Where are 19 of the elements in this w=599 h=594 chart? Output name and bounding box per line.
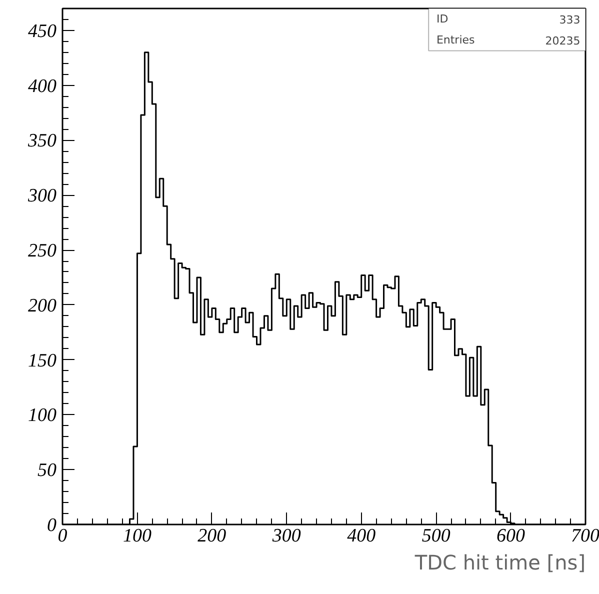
y-tick-label: 100 bbox=[28, 405, 57, 426]
x-tick-label: 400 bbox=[347, 526, 376, 546]
y-tick-label: 250 bbox=[28, 240, 57, 262]
text: ID 333 bbox=[436, 12, 580, 27]
x-tick-label: 700 bbox=[571, 526, 599, 546]
x-tick-label: 600 bbox=[496, 526, 526, 546]
y-tick-label: 400 bbox=[28, 76, 57, 97]
x-tick-label: 500 bbox=[422, 526, 451, 546]
text: Entries 20235 bbox=[436, 34, 580, 48]
y-tick-label: 350 bbox=[27, 130, 57, 152]
y-tick-label: 50 bbox=[38, 460, 57, 482]
y-tick-label: 200 bbox=[28, 295, 57, 316]
x-tick-label: 300 bbox=[271, 526, 302, 546]
y-tick-label: 300 bbox=[27, 186, 57, 207]
x-tick-label: 200 bbox=[198, 526, 227, 546]
y-tick-label: 150 bbox=[28, 350, 57, 372]
x-axis-title: TDC hit time [ns] bbox=[414, 550, 586, 574]
y-tick-label: 450 bbox=[28, 20, 57, 42]
x-tick-label: 100 bbox=[122, 526, 152, 546]
